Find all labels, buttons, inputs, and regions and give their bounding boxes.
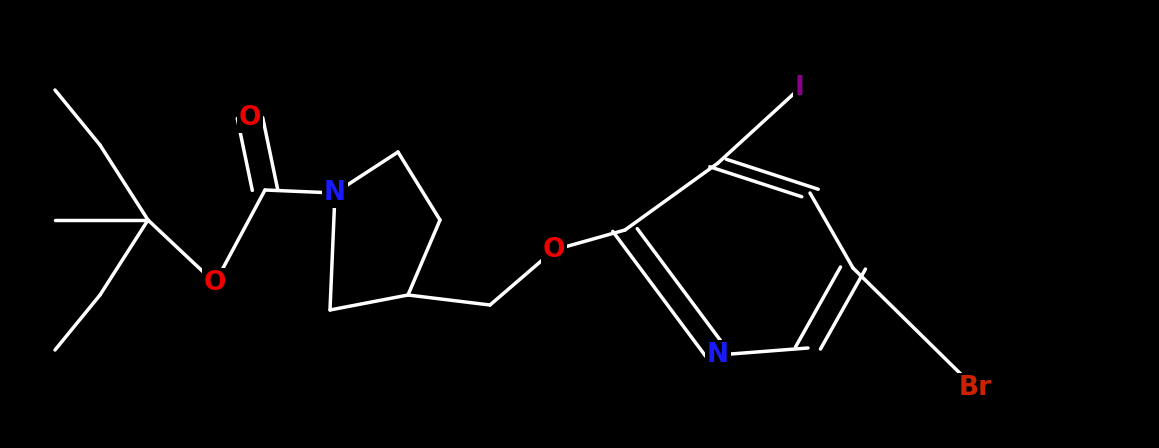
Text: O: O	[204, 270, 226, 296]
Text: I: I	[795, 75, 804, 101]
Text: O: O	[239, 105, 261, 131]
Text: Br: Br	[958, 375, 992, 401]
Text: N: N	[707, 342, 729, 368]
Text: O: O	[542, 237, 566, 263]
Text: N: N	[325, 180, 347, 206]
